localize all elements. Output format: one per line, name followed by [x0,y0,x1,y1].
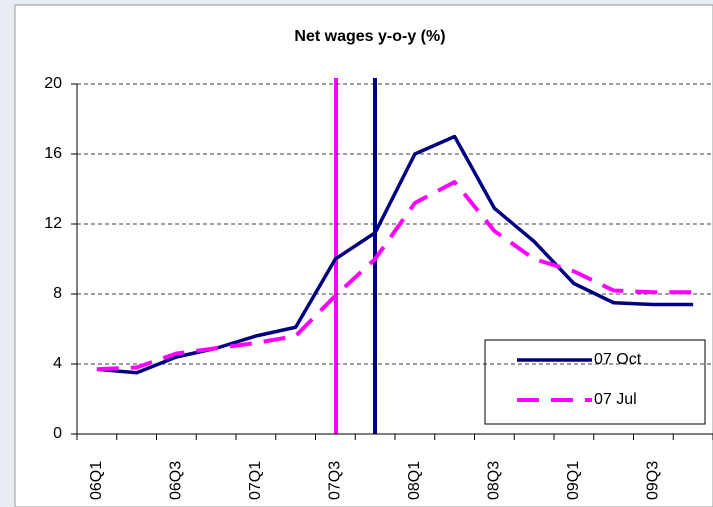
y-tick-label: 4 [53,355,62,372]
x-tick-label: 07Q1 [247,461,264,500]
x-tick-label: 06Q3 [168,461,185,500]
legend [484,339,706,425]
y-tick-label: 8 [53,285,62,302]
chart-title: Net wages y-o-y (%) [294,28,445,45]
x-tick-label: 07Q3 [327,461,344,500]
x-tick-label: 08Q3 [486,461,503,500]
y-tick-label: 0 [53,425,62,442]
line-series [96,180,694,372]
legend-label: 07 Jul [594,391,637,408]
chart-frame [14,4,713,507]
x-tick-label: 09Q1 [565,461,582,500]
legend-label: 07 Oct [594,351,642,368]
y-tick-label: 20 [44,75,62,92]
x-tick-label: 08Q1 [406,461,423,500]
x-tick-label: 06Q1 [88,461,105,500]
line-series [96,134,694,375]
y-tick-label: 16 [44,145,62,162]
y-tick-label: 12 [44,215,62,232]
x-tick-label: 09Q3 [645,461,662,500]
